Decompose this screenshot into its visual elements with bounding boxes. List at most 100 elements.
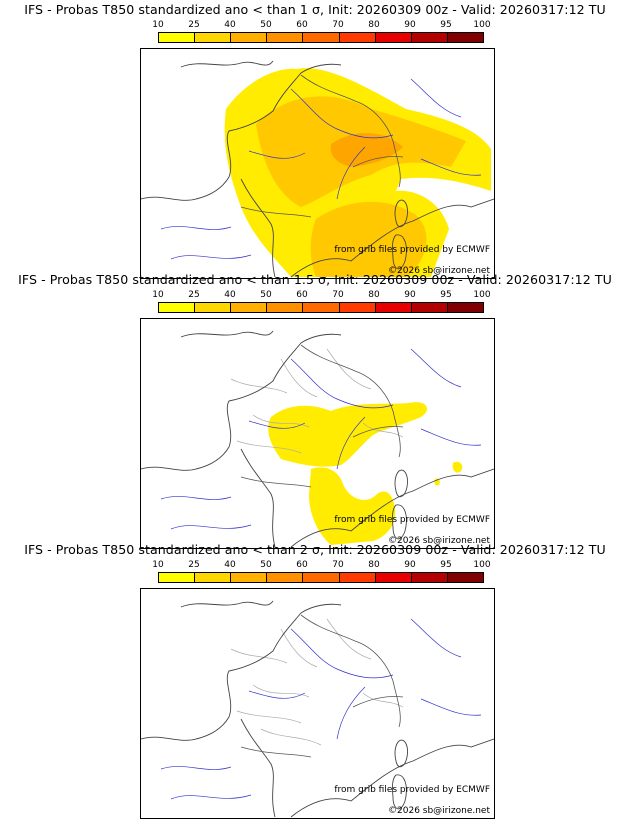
panel-1: IFS - Probas T850 standardized ano < tha… [0,0,630,279]
country-border [240,614,404,758]
scale-bin [447,33,483,42]
scale-tick: 50 [260,20,272,30]
scale-bin [339,573,376,582]
scale-tick: 100 [473,560,491,570]
coastline [240,448,276,548]
panel-3: IFS - Probas T850 standardized ano < tha… [0,540,630,819]
scale-tick: 70 [332,290,344,300]
scale-bin [159,573,196,582]
map-frame: from grib files provided by ECMWF ©2026 … [140,588,495,819]
scale-bin [195,33,232,42]
scale-bin [231,33,268,42]
scale-bin [267,33,304,42]
scale-tick: 70 [332,560,344,570]
scale-tick: 25 [188,20,200,30]
data-credit: from grib files provided by ECMWF [334,245,490,255]
scale-bin [411,33,448,42]
scale-bin [267,303,304,312]
scale-bin [339,303,376,312]
panel-title: IFS - Probas T850 standardized ano < tha… [24,2,606,17]
scale-tick: 50 [260,290,272,300]
probability-area-10 [452,461,463,473]
scale-bin [447,573,483,582]
rivers [160,618,482,800]
scale-bin [375,573,412,582]
probability-scale: 10 25 40 50 60 70 80 90 95 100 [152,290,492,318]
coastline [141,333,342,471]
probability-scale: 10 25 40 50 60 70 80 90 95 100 [152,20,492,48]
island-corsica [394,739,408,768]
probability-area-40 [330,132,403,167]
probability-scale: 10 25 40 50 60 70 80 90 95 100 [152,560,492,588]
coastline [141,63,342,201]
scale-bar [158,32,484,43]
island-sardinia [392,504,407,540]
scale-bin [303,303,340,312]
probability-area-10 [309,467,396,545]
coastline [290,198,494,278]
copyright: ©2026 sb@irizone.net [388,806,490,816]
scale-tick: 100 [473,290,491,300]
country-border [240,74,404,218]
scale-bin [195,573,232,582]
scale-bin [447,303,483,312]
scale-bin [267,573,304,582]
coastline [240,718,276,818]
copyright: ©2026 sb@irizone.net [388,536,490,546]
coastline [180,330,274,338]
coastline [180,60,274,68]
island-sardinia [392,774,407,810]
region-boundaries [230,618,404,746]
scale-bin [303,573,340,582]
scale-tick: 10 [152,560,164,570]
country-border [240,344,404,488]
scale-tick: 95 [440,290,452,300]
scale-tick: 10 [152,20,164,30]
scale-tick: 25 [188,290,200,300]
map-frame: from grib files provided by ECMWF ©2026 … [140,48,495,279]
scale-bin [303,33,340,42]
scale-bin [411,573,448,582]
coastline [290,738,494,818]
scale-tick: 80 [368,20,380,30]
probability-map [141,600,494,818]
probability-map [141,330,494,548]
scale-bin [231,303,268,312]
coastline [290,468,494,548]
scale-bin [339,33,376,42]
panel-2: IFS - Probas T850 standardized ano < tha… [0,270,630,549]
scale-tick: 80 [368,290,380,300]
island-sardinia [392,234,407,270]
scale-tick: 90 [404,560,416,570]
coastline [180,600,274,608]
scale-bar [158,572,484,583]
scale-bin [375,33,412,42]
scale-bin [231,573,268,582]
scale-tick: 60 [296,560,308,570]
rivers [160,78,482,260]
probability-map [141,60,494,278]
scale-tick: 90 [404,290,416,300]
scale-bin [159,303,196,312]
scale-tick: 95 [440,20,452,30]
scale-tick: 50 [260,560,272,570]
scale-tick: 40 [224,20,236,30]
panel-title: IFS - Probas T850 standardized ano < tha… [24,542,606,557]
copyright: ©2026 sb@irizone.net [388,266,490,276]
scale-tick: 60 [296,290,308,300]
scale-tick: 80 [368,560,380,570]
island-corsica [394,469,408,498]
scale-tick: 10 [152,290,164,300]
region-boundaries [230,348,404,454]
scale-bin [159,33,196,42]
scale-tick: 70 [332,20,344,30]
map-frame: from grib files provided by ECMWF ©2026 … [140,318,495,549]
probability-area-10 [268,402,428,467]
scale-bar [158,302,484,313]
scale-tick: 90 [404,20,416,30]
scale-tick: 60 [296,20,308,30]
scale-tick: 40 [224,290,236,300]
island-corsica [394,199,408,228]
rivers [160,348,482,530]
data-credit: from grib files provided by ECMWF [334,785,490,795]
